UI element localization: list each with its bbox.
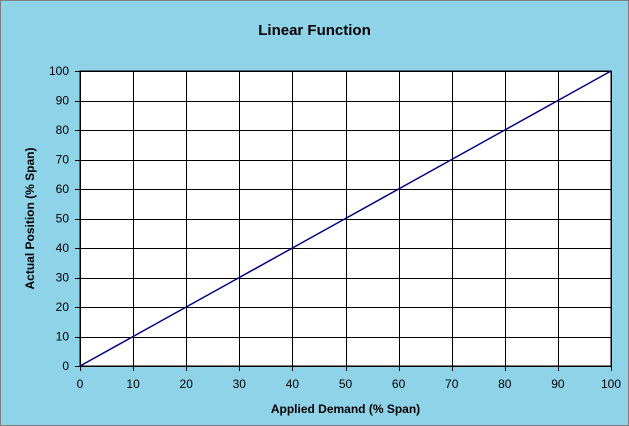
y-tick-label: 60 <box>56 182 70 196</box>
y-tick-label: 0 <box>62 359 69 373</box>
y-tick-label: 40 <box>56 241 70 255</box>
x-tick-label: 30 <box>233 377 247 391</box>
y-tick-label: 70 <box>56 153 70 167</box>
y-tick-label: 50 <box>56 212 70 226</box>
y-tick-label: 30 <box>56 271 70 285</box>
grid-lines <box>80 71 612 367</box>
x-axis-title: Applied Demand (% Span) <box>271 402 420 416</box>
y-axis-ticks: 0 10 20 30 40 50 60 70 80 90 100 <box>49 64 80 373</box>
x-tick-label: 90 <box>551 377 565 391</box>
x-axis-ticks: 0 10 20 30 40 50 60 70 80 90 100 <box>77 366 621 391</box>
series-layer <box>79 70 612 367</box>
x-tick-label: 40 <box>286 377 300 391</box>
y-tick-label: 10 <box>56 330 70 344</box>
x-tick-label: 20 <box>180 377 194 391</box>
chart-title: Linear Function <box>258 22 371 39</box>
x-tick-label: 70 <box>445 377 459 391</box>
series-line <box>79 70 612 367</box>
x-tick-label: 50 <box>339 377 353 391</box>
x-tick-label: 10 <box>126 377 140 391</box>
y-tick-label: 80 <box>56 123 70 137</box>
x-tick-label: 100 <box>601 377 621 391</box>
y-tick-label: 100 <box>49 64 69 78</box>
x-tick-label: 0 <box>77 377 84 391</box>
x-tick-label: 80 <box>498 377 512 391</box>
y-tick-label: 90 <box>56 94 70 108</box>
y-axis-title: Actual Position (% Span) <box>23 147 37 289</box>
x-tick-label: 60 <box>392 377 406 391</box>
y-tick-label: 20 <box>56 300 70 314</box>
